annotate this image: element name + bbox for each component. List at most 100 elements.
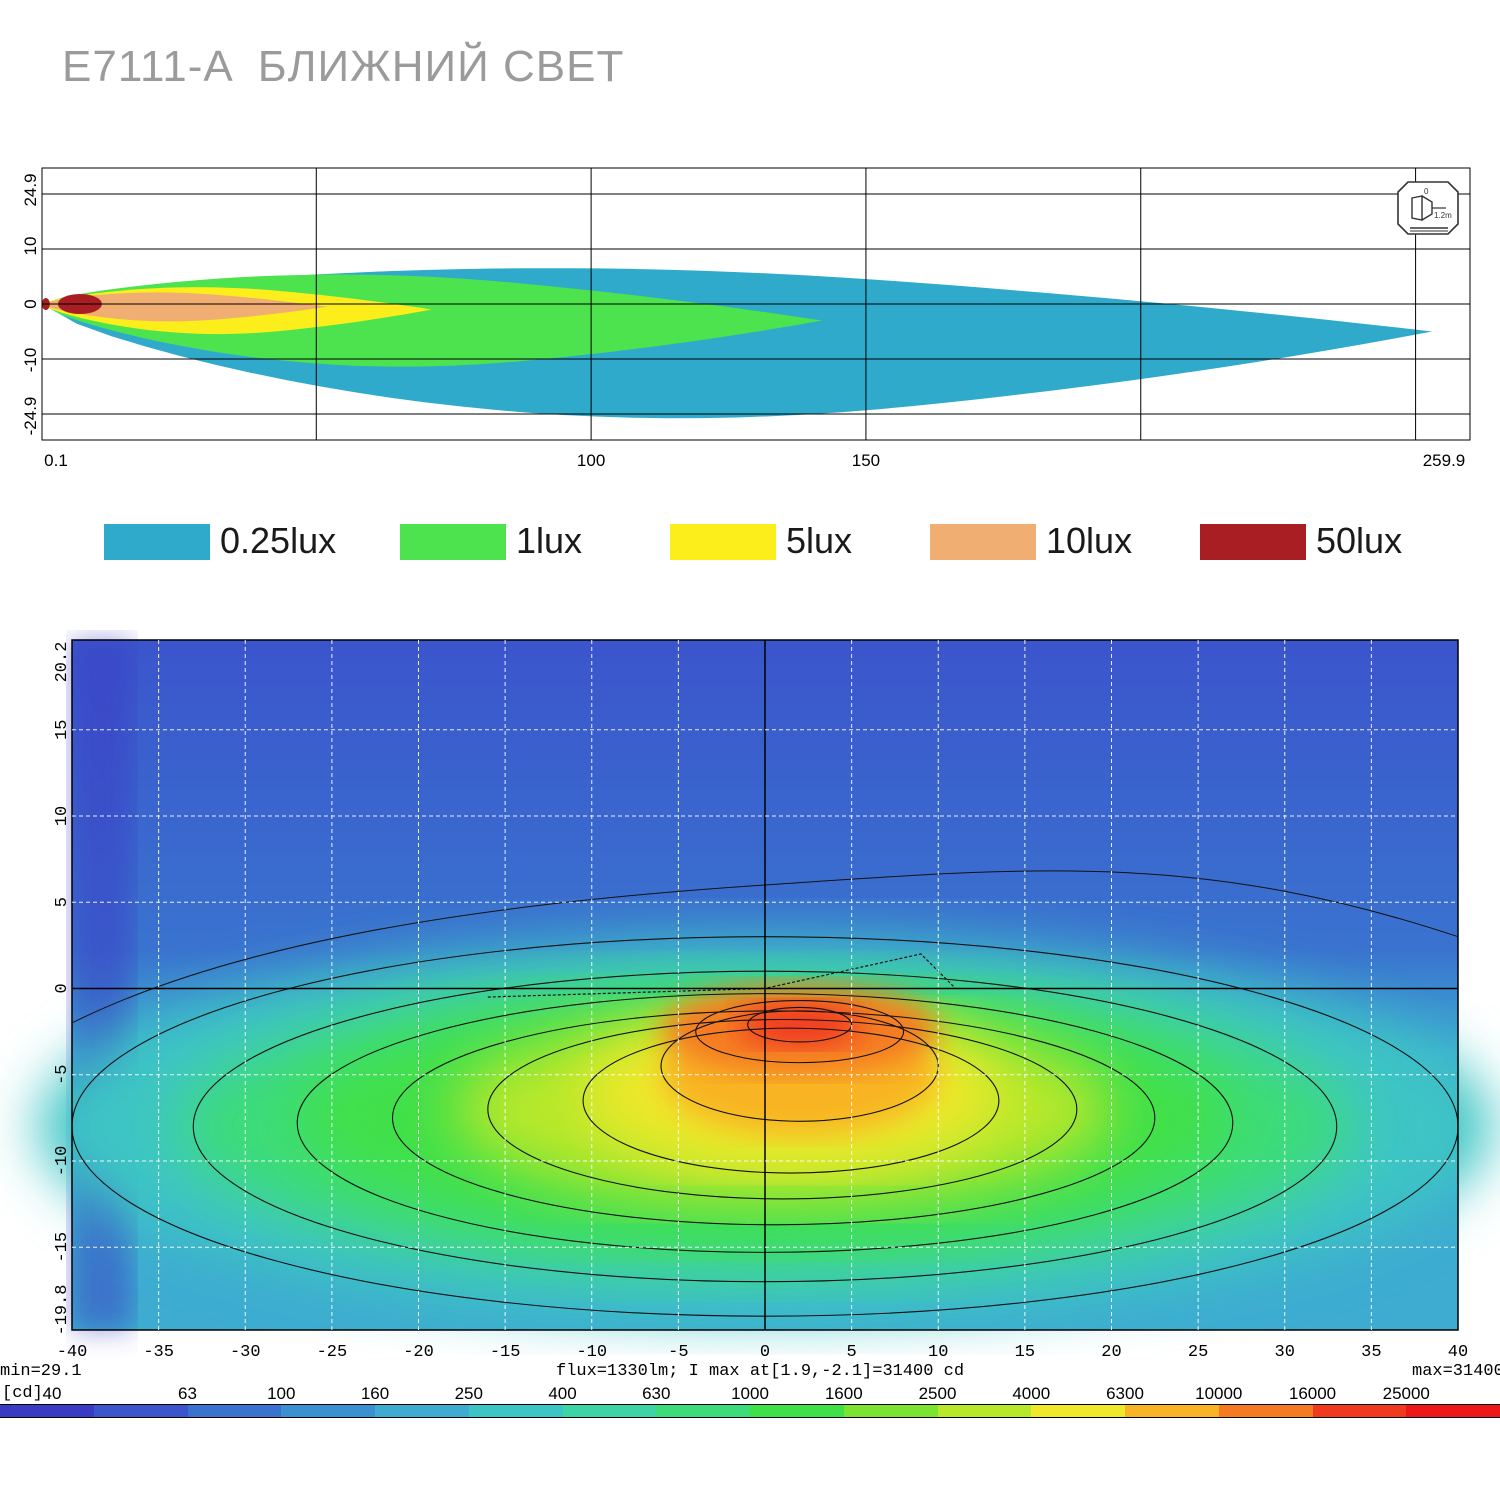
heatmap-x-tick-label: -30 <box>230 1343 261 1360</box>
colorbar-segment <box>750 1405 844 1417</box>
colorbar-label: 400 <box>548 1384 577 1403</box>
flux-readout: flux=1330lm; I max at[1.9,-2.1]=31400 cd <box>556 1362 965 1381</box>
colorbar-label: 100 <box>267 1384 296 1403</box>
legend-swatch <box>104 524 210 560</box>
illuminance-areas <box>41 268 1433 419</box>
colorbar-label: 16000 <box>1288 1384 1337 1403</box>
heatmap-tick-labels: -40 -35 -30 -25 -20 -15 -10 -5 0 5 10 15 20 25 30 35 40 2… <box>53 642 1468 1360</box>
contour-line <box>660 1010 939 1122</box>
colorbar-segment <box>468 1405 563 1417</box>
heatmap-lobe <box>739 1002 861 1048</box>
area-10lux <box>42 292 328 322</box>
top-y-tick-label: 24.9 <box>21 173 40 206</box>
svg-text:1.2m: 1.2m <box>1434 211 1452 220</box>
legend-label: 1lux <box>516 520 583 561</box>
colorbar-label: 250 <box>454 1384 483 1403</box>
colorbar-segment <box>937 1405 1032 1417</box>
heatmap-x-tick-label: -15 <box>490 1343 521 1360</box>
legend-label: 50lux <box>1316 520 1403 561</box>
colorbar-segment <box>1218 1405 1313 1417</box>
top-x-tick-label: 100 <box>577 451 605 470</box>
heatmap-y-tick-label: 0 <box>53 983 72 993</box>
heatmap-x-tick-label: -10 <box>576 1343 607 1360</box>
contour-line <box>695 999 905 1064</box>
colorbar-label: 630 <box>642 1384 671 1403</box>
colorbar-label: 25000 <box>1382 1384 1430 1403</box>
min-readout: min=29.1 <box>0 1362 82 1381</box>
top-y-tick-label: 10 <box>21 237 40 256</box>
heatmap-y-tick-label: 20.2 <box>53 642 72 683</box>
colorbar-segment <box>656 1405 750 1417</box>
contour-line <box>747 1006 853 1043</box>
colorbar-segment <box>281 1405 375 1417</box>
legend-swatch <box>400 524 506 560</box>
colorbar <box>0 1404 1500 1418</box>
colorbar-segment <box>187 1405 282 1417</box>
heatmap-y-tick-label: -19.8 <box>53 1284 72 1335</box>
colorbar-label: 4000 <box>1012 1384 1051 1403</box>
contour-line <box>487 1018 1078 1200</box>
colorbar-segment <box>93 1405 188 1417</box>
contour-line <box>391 1010 1156 1226</box>
heatmap-x-tick-label: 30 <box>1275 1343 1295 1360</box>
heatmap-left-edge <box>72 640 132 1330</box>
top-y-tick-label: -10 <box>21 348 40 373</box>
legend-label: 0.25lux <box>220 520 337 561</box>
unit-label: [cd] <box>2 1384 43 1403</box>
heatmap-grid <box>71 639 1459 1331</box>
heatmap-y-tick-label: 15 <box>53 719 72 739</box>
heatmap-x-tick-label: -40 <box>57 1343 88 1360</box>
contour-line <box>582 1027 1000 1174</box>
heatmap-x-tick-label: -20 <box>403 1343 434 1360</box>
heatmap-y-tick-label: -15 <box>53 1232 72 1263</box>
colorbar-label: 40 <box>42 1384 62 1403</box>
colorbar-label: 6300 <box>1106 1384 1144 1403</box>
heatmap-x-tick-label: 35 <box>1361 1343 1381 1360</box>
colorbar-label: 2500 <box>918 1384 957 1403</box>
heatmap-x-tick-label: 10 <box>928 1343 948 1360</box>
svg-text:0: 0 <box>1424 187 1429 196</box>
legend: 0.25lux 1lux 5lux 10lux 50lux <box>0 518 1500 568</box>
colorbar-label: 160 <box>360 1384 390 1403</box>
colorbar-segment <box>1031 1405 1125 1417</box>
heatmap-x-tick-label: 5 <box>847 1343 857 1360</box>
colorbar-label: 1600 <box>824 1384 863 1403</box>
heatmap-y-tick-label: 10 <box>53 806 72 826</box>
heatmap-y-tick-label: -5 <box>53 1064 72 1084</box>
intensity-heatmap-chart: -40 -35 -30 -25 -20 -15 -10 -5 0 5 10 15 20 25 30 35 40 2… <box>37 639 1493 1360</box>
legend-swatch <box>930 524 1036 560</box>
max-readout: max=31400 <box>1412 1362 1500 1381</box>
headlamp-icon: 0 1.2m <box>1397 181 1459 235</box>
colorbar-segment <box>1125 1405 1219 1417</box>
heatmap-x-tick-label: 0 <box>760 1343 770 1360</box>
legend-label: 10lux <box>1046 520 1133 561</box>
page-title: E7111-A БЛИЖНИЙ СВЕТ <box>62 42 625 91</box>
legend-swatch <box>670 524 776 560</box>
top-x-tick-label: 150 <box>852 451 880 470</box>
top-x-tick-label: 0.1 <box>44 451 68 470</box>
colorbar-segment <box>1406 1405 1500 1417</box>
top-y-tick-label: -24.9 <box>21 397 40 436</box>
heatmap-x-tick-label: -5 <box>668 1343 688 1360</box>
top-y-tick-label: 0 <box>21 299 40 308</box>
colorbar-segment <box>1312 1405 1407 1417</box>
heatmap-x-tick-label: 40 <box>1448 1343 1468 1360</box>
top-grid <box>41 167 1471 441</box>
heatmap-x-tick-label: -35 <box>143 1343 174 1360</box>
legend-swatch <box>1200 524 1306 560</box>
heatmap-x-tick-label: -25 <box>317 1343 348 1360</box>
colorbar-segment <box>0 1405 94 1417</box>
colorbar-label: 1000 <box>731 1384 769 1403</box>
heatmap-y-tick-label: 5 <box>53 897 72 907</box>
colorbar-label: 63 <box>178 1384 197 1403</box>
colorbar-label: 10000 <box>1195 1384 1243 1403</box>
heatmap-x-tick-label: 15 <box>1015 1343 1035 1360</box>
heatmap-y-tick-label: -10 <box>53 1146 72 1177</box>
top-x-tick-label: 259.9 <box>1423 451 1466 470</box>
colorbar-segment <box>562 1405 657 1417</box>
heatmap-x-tick-label: 20 <box>1101 1343 1121 1360</box>
legend-label: 5lux <box>786 520 853 561</box>
colorbar-segment <box>375 1405 469 1417</box>
